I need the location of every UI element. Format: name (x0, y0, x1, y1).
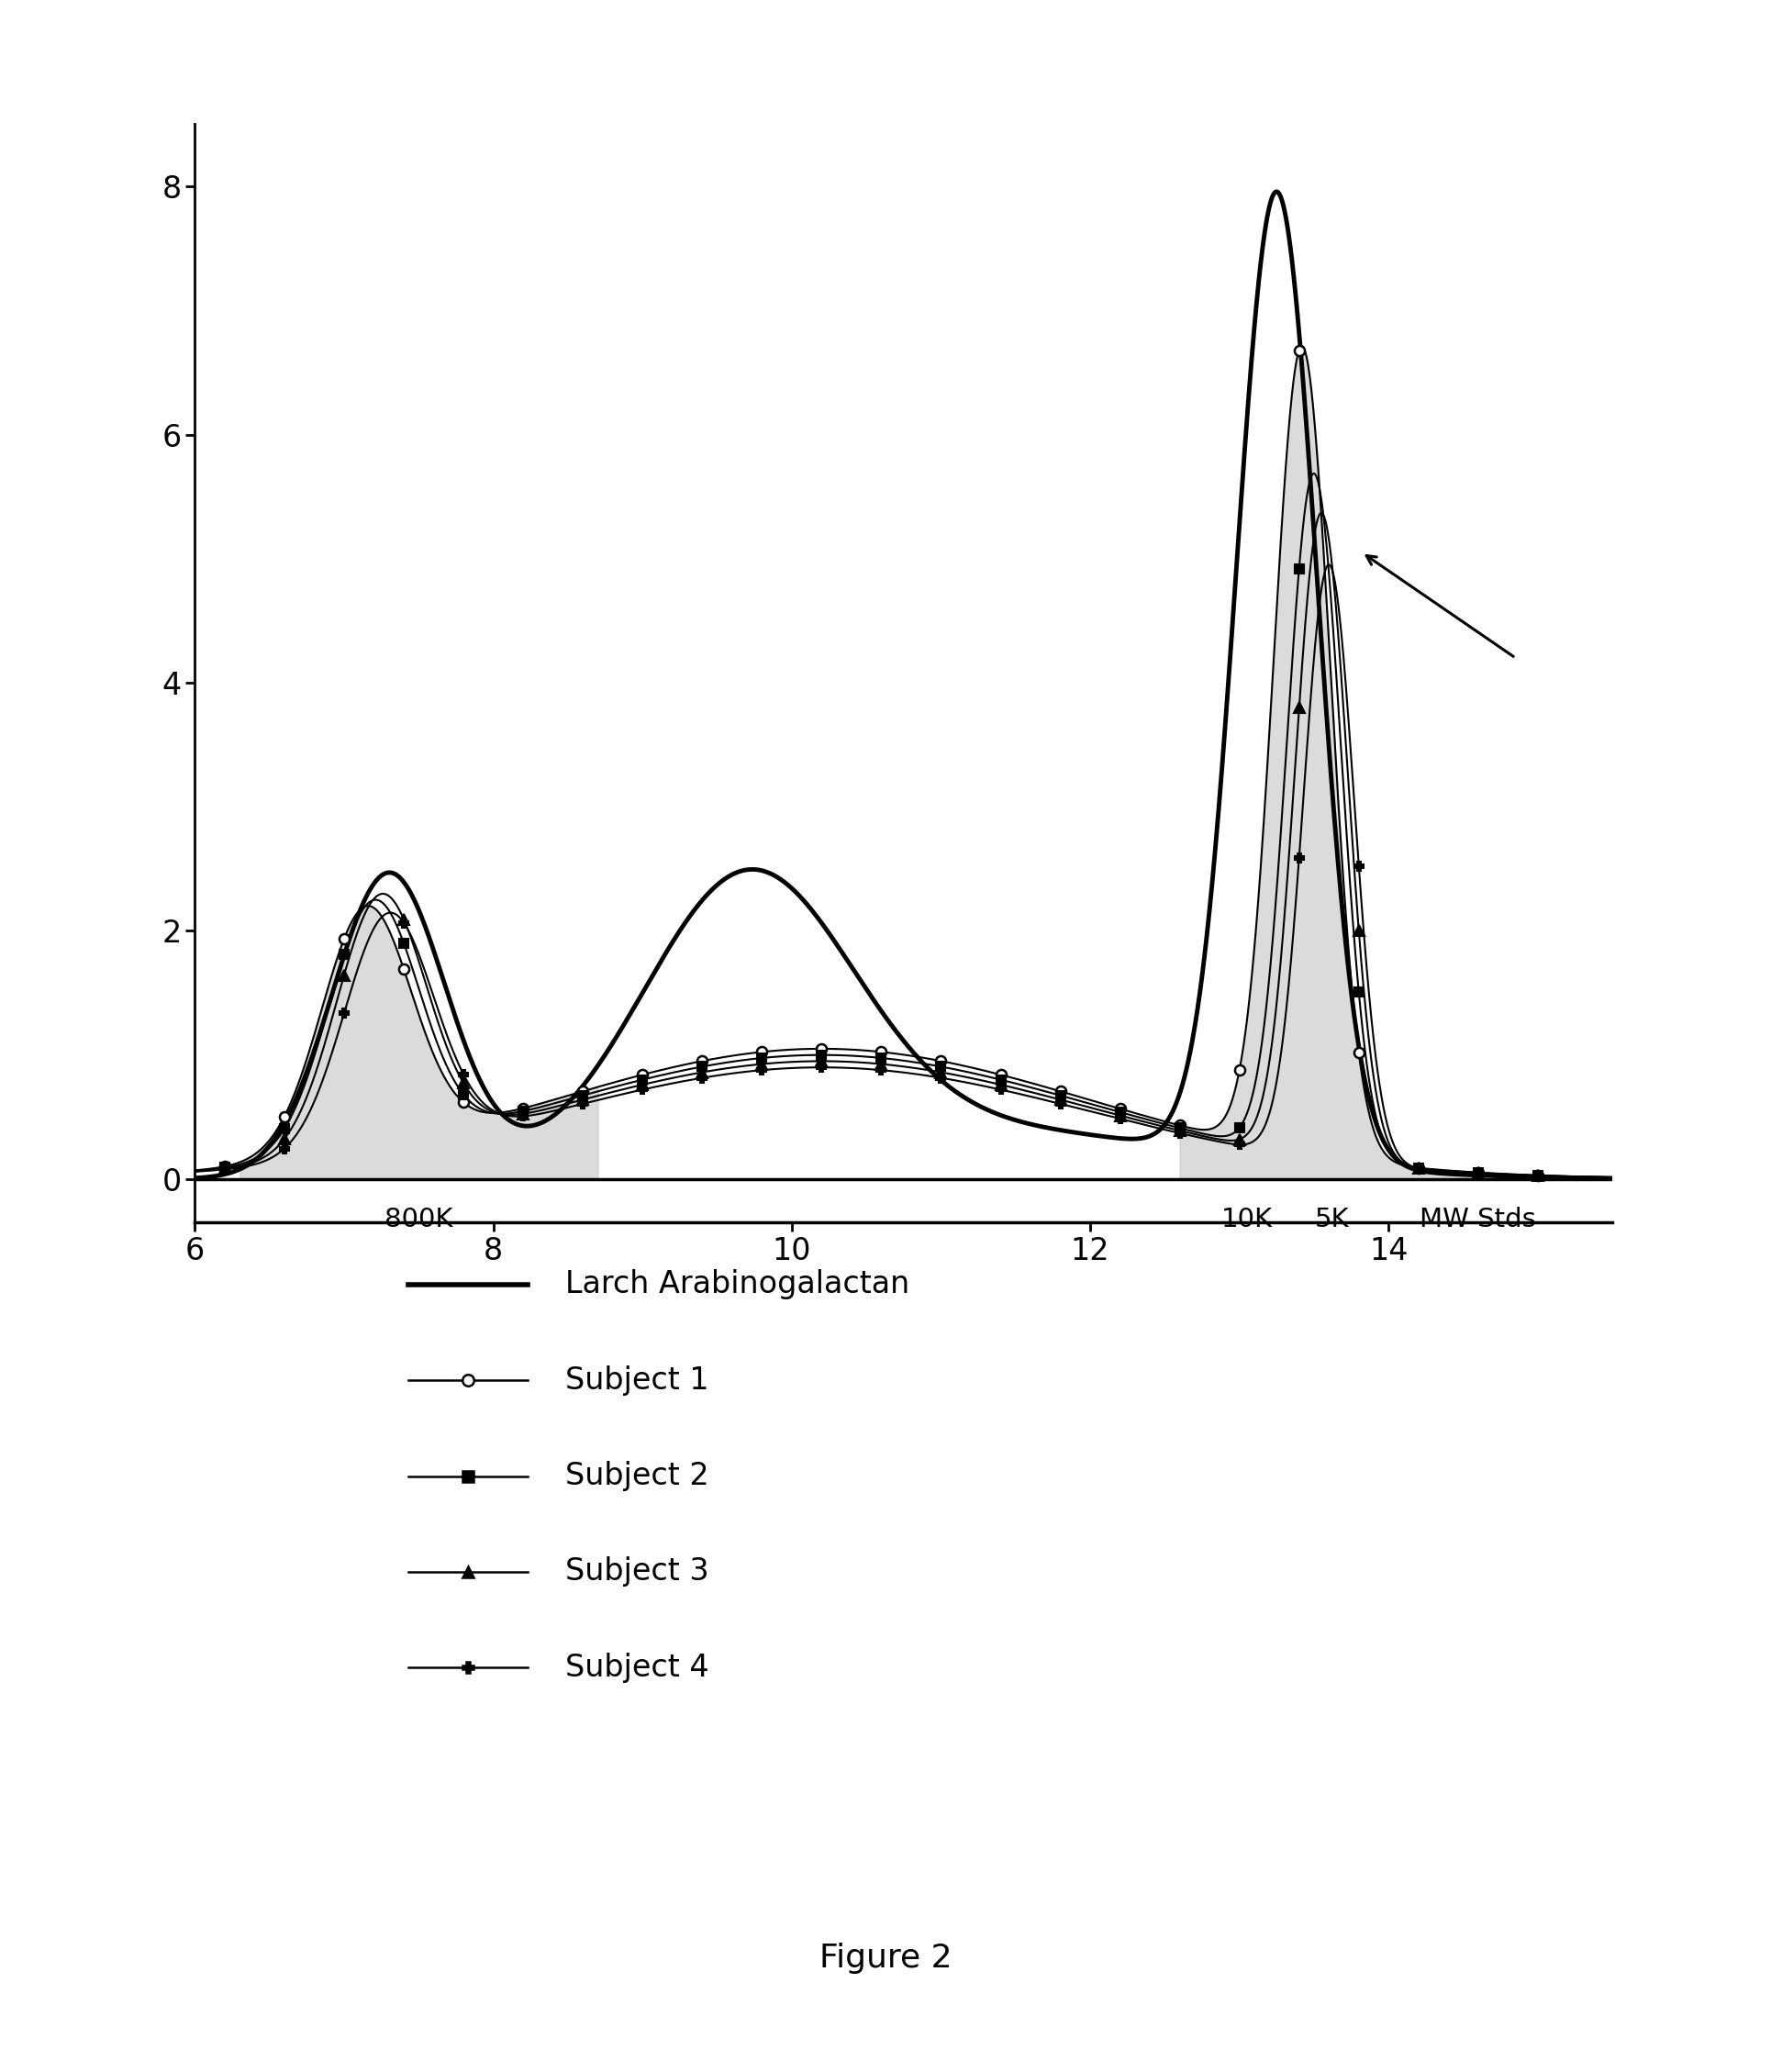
Text: Larch Arabinogalactan: Larch Arabinogalactan (565, 1270, 909, 1299)
Text: 800K: 800K (384, 1206, 453, 1233)
Text: 10K: 10K (1220, 1206, 1272, 1233)
Text: MW Stds: MW Stds (1419, 1206, 1535, 1233)
Text: Subject 3: Subject 3 (565, 1556, 708, 1587)
Text: Subject 4: Subject 4 (565, 1651, 708, 1682)
Text: Figure 2: Figure 2 (820, 1941, 951, 1975)
Text: Subject 1: Subject 1 (565, 1365, 708, 1397)
Text: Subject 2: Subject 2 (565, 1461, 708, 1492)
Text: 5K: 5K (1314, 1206, 1348, 1233)
